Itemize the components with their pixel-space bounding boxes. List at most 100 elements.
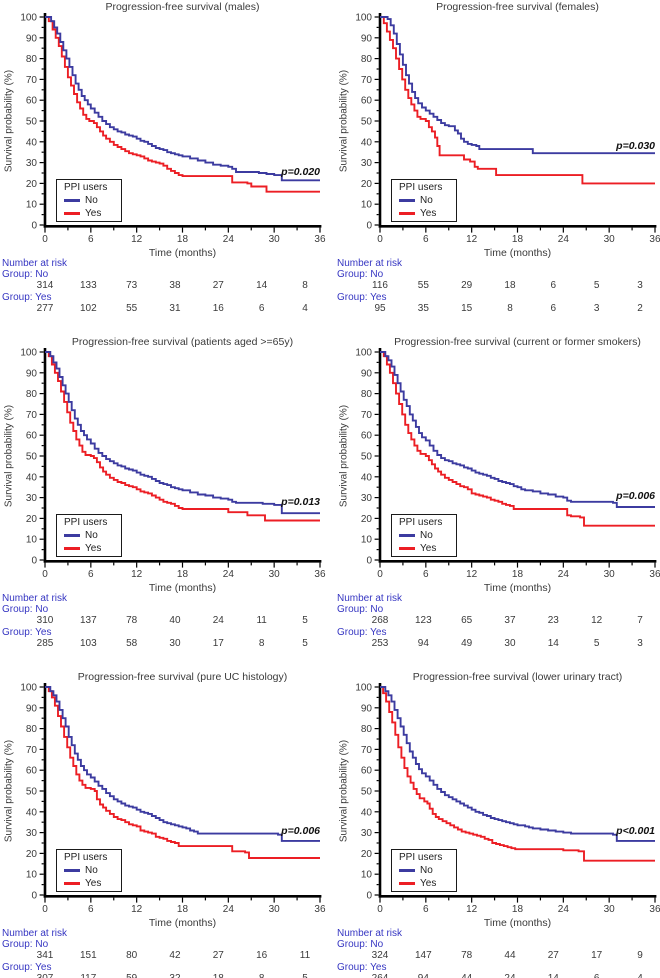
at-risk-value: 73 (126, 280, 138, 291)
at-risk-value: 7 (637, 615, 643, 626)
y-tick-label: 40 (361, 472, 373, 483)
legend-label-yes: Yes (85, 878, 102, 889)
y-tick-label: 10 (361, 200, 373, 211)
y-tick-label: 20 (26, 179, 38, 190)
x-tick-label: 6 (88, 234, 94, 245)
y-tick-label: 30 (361, 493, 373, 504)
at-risk-value: 42 (169, 950, 181, 961)
y-tick-label: 0 (366, 556, 372, 567)
at-risk-group-yes-label: Group: Yes (2, 962, 52, 973)
legend-item-no: No (399, 529, 456, 542)
at-risk-value: 58 (126, 638, 138, 649)
yes-line-swatch (64, 212, 80, 215)
x-tick-label: 24 (222, 234, 234, 245)
at-risk-group-yes-label: Group: Yes (337, 962, 387, 973)
at-risk-value: 8 (507, 303, 513, 314)
y-tick-label: 50 (361, 452, 373, 463)
x-tick-label: 12 (466, 904, 478, 915)
y-tick-label: 80 (361, 54, 373, 65)
legend-box: PPI users No Yes (391, 514, 457, 557)
x-tick-label: 18 (176, 904, 189, 915)
at-risk-value: 95 (374, 303, 386, 314)
x-axis-tick-labels: 0 6 12 18 24 30 36 (0, 904, 330, 915)
at-risk-value: 5 (302, 638, 308, 649)
legend-item-yes: Yes (399, 877, 456, 890)
km-curve-no (45, 16, 320, 182)
legend-label-yes: Yes (85, 208, 102, 219)
y-tick-label: 40 (26, 137, 38, 148)
p-value-annotation: p=0.020 (281, 165, 320, 178)
p-value-annotation: p=0.013 (281, 495, 320, 508)
at-risk-value: 65 (461, 615, 473, 626)
at-risk-group-no-label: Group: No (2, 269, 49, 280)
x-tick-label: 6 (88, 569, 94, 580)
x-tick-label: 12 (466, 234, 478, 245)
at-risk-group-yes-label: Group: Yes (2, 292, 52, 303)
at-risk-value: 14 (256, 280, 268, 291)
legend-item-no: No (399, 194, 456, 207)
at-risk-value: 49 (461, 638, 473, 649)
at-risk-values-no: 324 147 78 44 27 17 9 (335, 950, 660, 961)
at-risk-value: 3 (637, 638, 643, 649)
legend-box: PPI users No Yes (56, 849, 122, 892)
y-tick-label: 50 (26, 787, 38, 798)
at-risk-group-no-label: Group: No (2, 604, 49, 615)
legend-item-yes: Yes (399, 542, 456, 555)
y-tick-label: 70 (361, 745, 373, 756)
x-tick-label: 24 (557, 569, 569, 580)
km-curve-yes (45, 351, 320, 522)
legend-item-no: No (64, 529, 121, 542)
at-risk-value: 277 (36, 303, 54, 314)
y-tick-label: 100 (355, 13, 372, 24)
y-tick-label: 20 (361, 849, 373, 860)
x-tick-label: 36 (649, 904, 660, 915)
at-risk-value: 44 (504, 950, 516, 961)
at-risk-value: 4 (302, 303, 308, 314)
legend-title: PPI users (64, 517, 108, 528)
legend-box: PPI users No Yes (391, 179, 457, 222)
at-risk-value: 18 (197, 973, 239, 978)
x-tick-label: 30 (268, 904, 280, 915)
no-line-swatch (64, 534, 80, 537)
at-risk-value: 78 (461, 950, 473, 961)
at-risk-group-no-label: Group: No (337, 604, 384, 615)
x-tick-label: 36 (649, 234, 660, 245)
at-risk-value: 32 (154, 973, 196, 978)
at-risk-value: 16 (256, 950, 268, 961)
at-risk-value: 151 (79, 950, 97, 961)
x-tick-label: 30 (268, 234, 280, 245)
panel-title: Progression-free survival (patients aged… (71, 336, 294, 348)
yes-line-swatch (64, 547, 80, 550)
y-tick-label: 80 (26, 54, 38, 65)
x-tick-label: 6 (423, 234, 429, 245)
at-risk-value: 78 (126, 615, 138, 626)
at-risk-value: 9 (637, 950, 643, 961)
at-risk-value: 5 (593, 638, 600, 649)
at-risk-group-yes-label: Group: Yes (337, 292, 387, 303)
at-risk-value: 6 (550, 280, 557, 291)
x-tick-label: 12 (466, 569, 478, 580)
at-risk-values-no: 341 151 80 42 27 16 11 (0, 950, 330, 961)
at-risk-header: Number at risk (2, 258, 68, 269)
at-risk-values-yes: 253 94 49 30 14 5 3 (335, 638, 660, 649)
at-risk-value: 37 (504, 615, 516, 626)
km-plot-canvas: 0 10 20 30 40 50 60 70 80 90 100 (20, 683, 322, 903)
legend-box: PPI users No Yes (391, 849, 457, 892)
legend-title: PPI users (399, 517, 443, 528)
at-risk-value: 12 (591, 615, 603, 626)
y-tick-label: 100 (20, 683, 37, 694)
km-plot-canvas: 0 10 20 30 40 50 60 70 80 90 100 (355, 348, 657, 568)
legend-item-no: No (399, 864, 456, 877)
x-axis-tick-labels: 0 6 12 18 24 30 36 (0, 569, 330, 580)
y-tick-label: 20 (26, 849, 38, 860)
legend-item-no: No (64, 194, 121, 207)
at-risk-value: 31 (169, 303, 181, 314)
x-tick-label: 6 (88, 904, 94, 915)
at-risk-value: 27 (212, 280, 224, 291)
km-curve-no (45, 686, 320, 842)
km-curve-yes (380, 16, 655, 185)
at-risk-value: 314 (36, 280, 54, 291)
at-risk-values-yes: 285 103 58 30 17 8 5 (0, 638, 330, 649)
y-tick-label: 70 (26, 410, 38, 421)
at-risk-values-no: 310 137 78 40 24 11 5 (0, 615, 330, 626)
